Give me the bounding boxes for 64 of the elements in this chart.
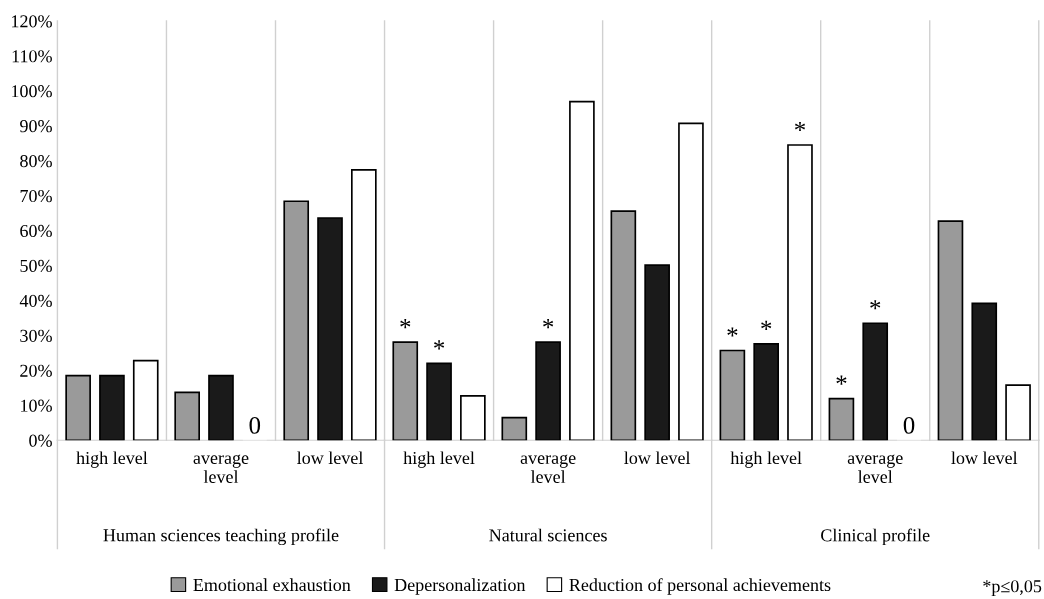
text: Human sciences teaching profile [103, 528, 339, 546]
bar [753, 342, 780, 441]
bar [971, 302, 998, 441]
x-tick-label: average level [520, 454, 576, 483]
data-label: * [400, 318, 411, 329]
bar [460, 395, 486, 441]
y-tick-label: 70% [20, 189, 52, 203]
bar [132, 359, 159, 441]
y-tick-label: 30% [20, 329, 52, 342]
bar [317, 217, 343, 441]
data-label: * [434, 340, 445, 350]
data-label: * [761, 320, 772, 330]
y-tick-label: 40% [19, 294, 52, 307]
data-label: 0 [903, 416, 915, 434]
bar [174, 391, 201, 441]
y-tick-label: 100% [12, 85, 52, 98]
text: *p≤0,05 [983, 580, 1042, 597]
data-label: * [870, 300, 881, 310]
y-tick-label: 10% [21, 399, 52, 412]
bar [208, 374, 234, 441]
x-tick-label: high level [76, 451, 148, 468]
x-tick-label: low level [624, 451, 691, 465]
y-tick-label: 90% [20, 120, 52, 133]
bar [862, 322, 889, 441]
y-tick-label: 20% [20, 364, 52, 377]
x-tick-label: high level [730, 451, 802, 468]
bar [501, 416, 528, 441]
data-label: * [836, 375, 847, 385]
data-label: 0 [249, 416, 261, 434]
bar [610, 210, 637, 441]
bar [65, 374, 91, 441]
bar [787, 144, 813, 441]
bar [535, 341, 561, 441]
y-tick-label: 60% [20, 224, 52, 238]
bar [1005, 384, 1031, 441]
bar [392, 341, 419, 441]
x-tick-label: low level [297, 451, 363, 465]
y-tick-label: 110% [12, 50, 52, 63]
data-label: * [543, 318, 554, 329]
y-tick-label: 80% [20, 154, 52, 168]
x-tick-label: average level [847, 454, 903, 483]
bar [678, 122, 704, 441]
legend-label: Reduction of personal achievements [569, 578, 831, 595]
bar [719, 349, 746, 441]
bar [426, 362, 452, 441]
bar [644, 264, 670, 441]
legend-label: Emotional exhaustion [193, 578, 351, 592]
bar [283, 200, 310, 441]
text: Natural sciences [489, 528, 607, 542]
data-label: * [794, 121, 806, 132]
y-tick-label: 120% [12, 15, 52, 28]
text: Clinical profile [821, 528, 930, 546]
bar [828, 397, 855, 441]
x-tick-label: high level [403, 451, 475, 468]
y-tick-label: 0% [29, 434, 52, 447]
bar [569, 100, 595, 441]
bar [99, 374, 125, 441]
data-label: * [727, 327, 738, 337]
bar [350, 168, 377, 441]
bar [937, 220, 964, 441]
y-tick-label: 50% [20, 259, 52, 273]
x-tick-label: average level [193, 454, 249, 483]
legend-label: Depersonalization [394, 578, 526, 595]
x-tick-label: low level [951, 451, 1018, 465]
